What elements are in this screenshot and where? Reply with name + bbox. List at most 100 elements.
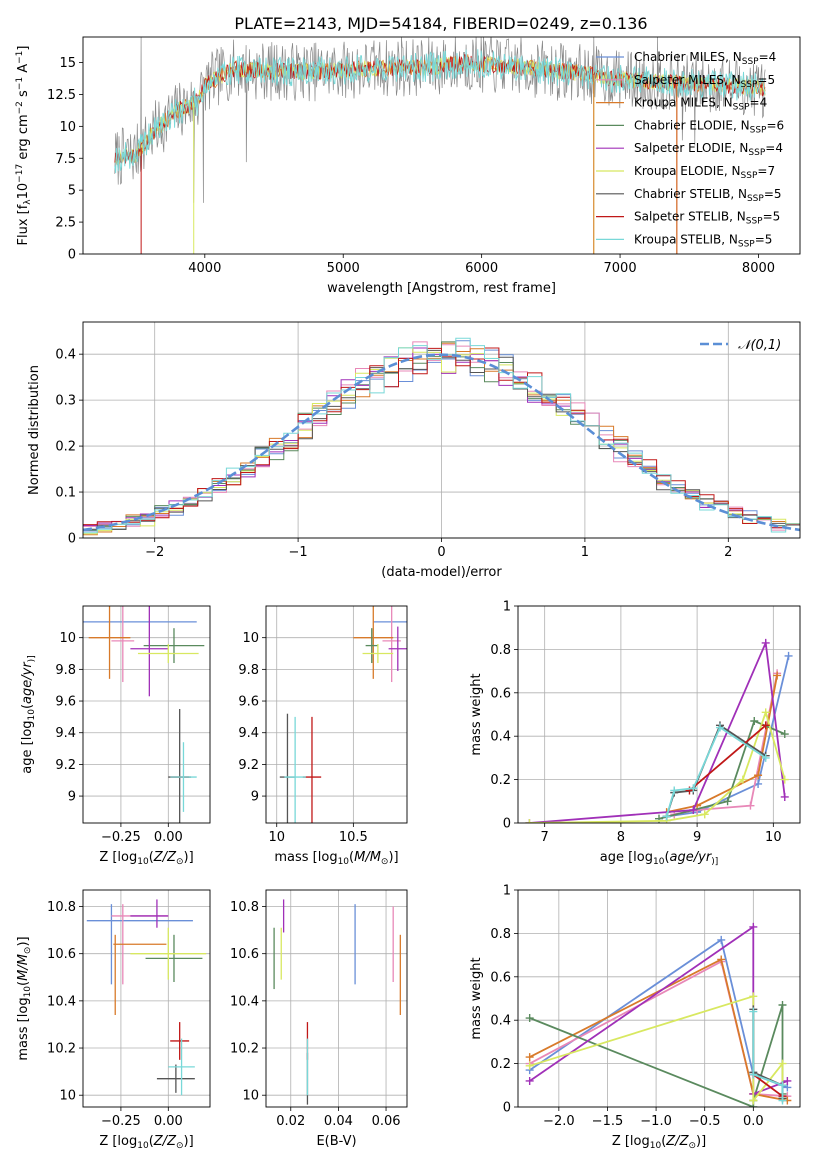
weight-marker [784, 651, 793, 660]
label-part: Z [log [612, 1134, 650, 1149]
legend-label: Chabrier MILES, NSSP=4 [634, 50, 776, 67]
label-part: M/M [354, 850, 381, 865]
label-part: Salpeter ELODIE, N [634, 141, 748, 155]
histogram-step [83, 337, 800, 534]
y-tick-label: 10.6 [230, 947, 259, 962]
label-part: 10 [137, 1141, 149, 1151]
label-part: =6 [766, 118, 784, 132]
panel-mass_vs_EBV: 0.02 0.04 0.06 10 10.2 10.4 10.6 10.8 E(B-V) [230, 889, 408, 1149]
x-axis-label: mass [log10(M/M⊙)] [274, 850, 398, 867]
y-tick-label: 0.4 [490, 730, 511, 745]
weight-marker [778, 1059, 787, 1068]
plot-area [525, 922, 792, 1107]
ticks: 4000 5000 6000 7000 8000 0 2.5 5 7.5 10 12.5 15 [47, 56, 775, 276]
x-tick-label: 10.5 [339, 830, 368, 845]
weight-marker [749, 1070, 758, 1079]
axes-frame [82, 605, 211, 824]
y-tick-label: 0.4 [55, 348, 76, 363]
legend-label: Salpeter ELODIE, NSSP=4 [634, 141, 783, 158]
label-part: )] [27, 655, 37, 662]
label-part: Chabrier STELIB, N [634, 187, 747, 201]
label-part: =5 [764, 187, 782, 201]
y-tick-label: 9.8 [55, 663, 76, 678]
plot-area [83, 337, 800, 536]
axes-frame [265, 889, 408, 1108]
y-axis-label: age [log10(age/yr)] [20, 655, 37, 773]
x-tick-label: −2 [145, 545, 164, 560]
plot-area [86, 899, 207, 1096]
weight-marker [662, 812, 671, 821]
y-tick-label: 10 [59, 1089, 76, 1104]
legend-label: Salpeter STELIB, NSSP=5 [634, 210, 780, 227]
label-part: ] [16, 46, 31, 51]
weight-marker [689, 784, 698, 793]
weight-marker [761, 721, 770, 730]
weight-marker [761, 708, 770, 717]
x-tick-label: 0.00 [154, 1114, 183, 1129]
y-tick-label: 0.4 [490, 1014, 511, 1029]
legend-label: 𝒩(0,1) [738, 338, 781, 353]
weight-marker [525, 1076, 534, 1085]
axes-frame [82, 36, 801, 255]
histogram-step [83, 347, 800, 529]
label-part: −1 [15, 51, 25, 64]
label-part: age [log [20, 720, 35, 773]
label-part: ⊙ [23, 947, 33, 955]
weight-marker [525, 819, 534, 823]
x-tick-label: 7 [541, 830, 549, 845]
weight-marker [780, 775, 789, 784]
y-tick-label: 10 [242, 1089, 259, 1104]
label-part: λ [23, 199, 33, 205]
label-part: )] [184, 1134, 194, 1149]
plot-area [114, 37, 766, 254]
axes-frame [517, 605, 801, 824]
weight-marker [780, 792, 789, 801]
label-part: =5 [757, 73, 775, 87]
weight-marker [717, 935, 726, 944]
label-part: 10 [653, 857, 665, 867]
panel-spectrum: 4000 5000 6000 7000 8000 0 2.5 5 7.5 10 12.5 15 wave… [15, 36, 801, 296]
y-tick-label: 0.6 [490, 686, 511, 701]
gridlines [83, 890, 210, 1107]
label-part: 10 [338, 857, 350, 867]
label-part: =4 [765, 141, 783, 155]
gridlines [83, 606, 210, 823]
weight-line [529, 938, 788, 1089]
ticks: 7 8 9 10 0 0.2 0.4 0.6 0.8 1 [490, 600, 781, 846]
label-part: =4 [759, 50, 777, 64]
ticks: −0.25 0.00 10 10.2 10.4 10.6 10.8 [47, 900, 183, 1129]
legend-label: Salpeter MILES, NSSP=5 [634, 73, 775, 90]
ticks: −2 −1 0 1 2 0 0.1 0.2 0.3 0.4 [55, 348, 732, 560]
x-axis-label: Z [log10(Z/Z⊙)] [612, 1134, 706, 1151]
label-part: =7 [757, 164, 775, 178]
weight-marker [761, 638, 770, 647]
label-part: Salpeter STELIB, N [634, 210, 746, 224]
weight-marker [783, 1076, 792, 1085]
y-tick-label: 0.2 [490, 1057, 511, 1072]
y-tick-label: 10.8 [230, 900, 259, 915]
weight-marker [778, 1081, 787, 1090]
panel-residual_distribution: −2 −1 0 1 2 0 0.1 0.2 0.3 0.4 (data-model)/error No… [27, 321, 801, 580]
weight-marker [670, 786, 679, 795]
plot-area [83, 606, 205, 823]
label-part: SSP [733, 103, 750, 113]
x-tick-label: −1.0 [640, 1114, 672, 1129]
y-tick-label: 0 [503, 817, 511, 832]
label-part: SSP [750, 125, 767, 135]
label-part: ( [661, 1134, 666, 1149]
label-part: Z [log [99, 850, 137, 865]
panel-weight_vs_Z: −2.0 −1.5 −1.0 −0.5 0.0 0 0.2 0.4 0.6 0.8 1 Z [log1… [469, 884, 801, 1151]
x-tick-label: −0.5 [689, 1114, 721, 1129]
label-part: ( [16, 981, 31, 986]
y-tick-label: 2.5 [55, 216, 76, 231]
x-tick-label: 0.02 [276, 1114, 305, 1129]
y-tick-label: 10.4 [47, 994, 76, 1009]
x-tick-label: −1 [289, 545, 308, 560]
label-part: SSP [747, 194, 764, 204]
x-tick-label: 0.04 [324, 1114, 353, 1129]
label-part: Kroupa STELIB, N [634, 232, 738, 246]
